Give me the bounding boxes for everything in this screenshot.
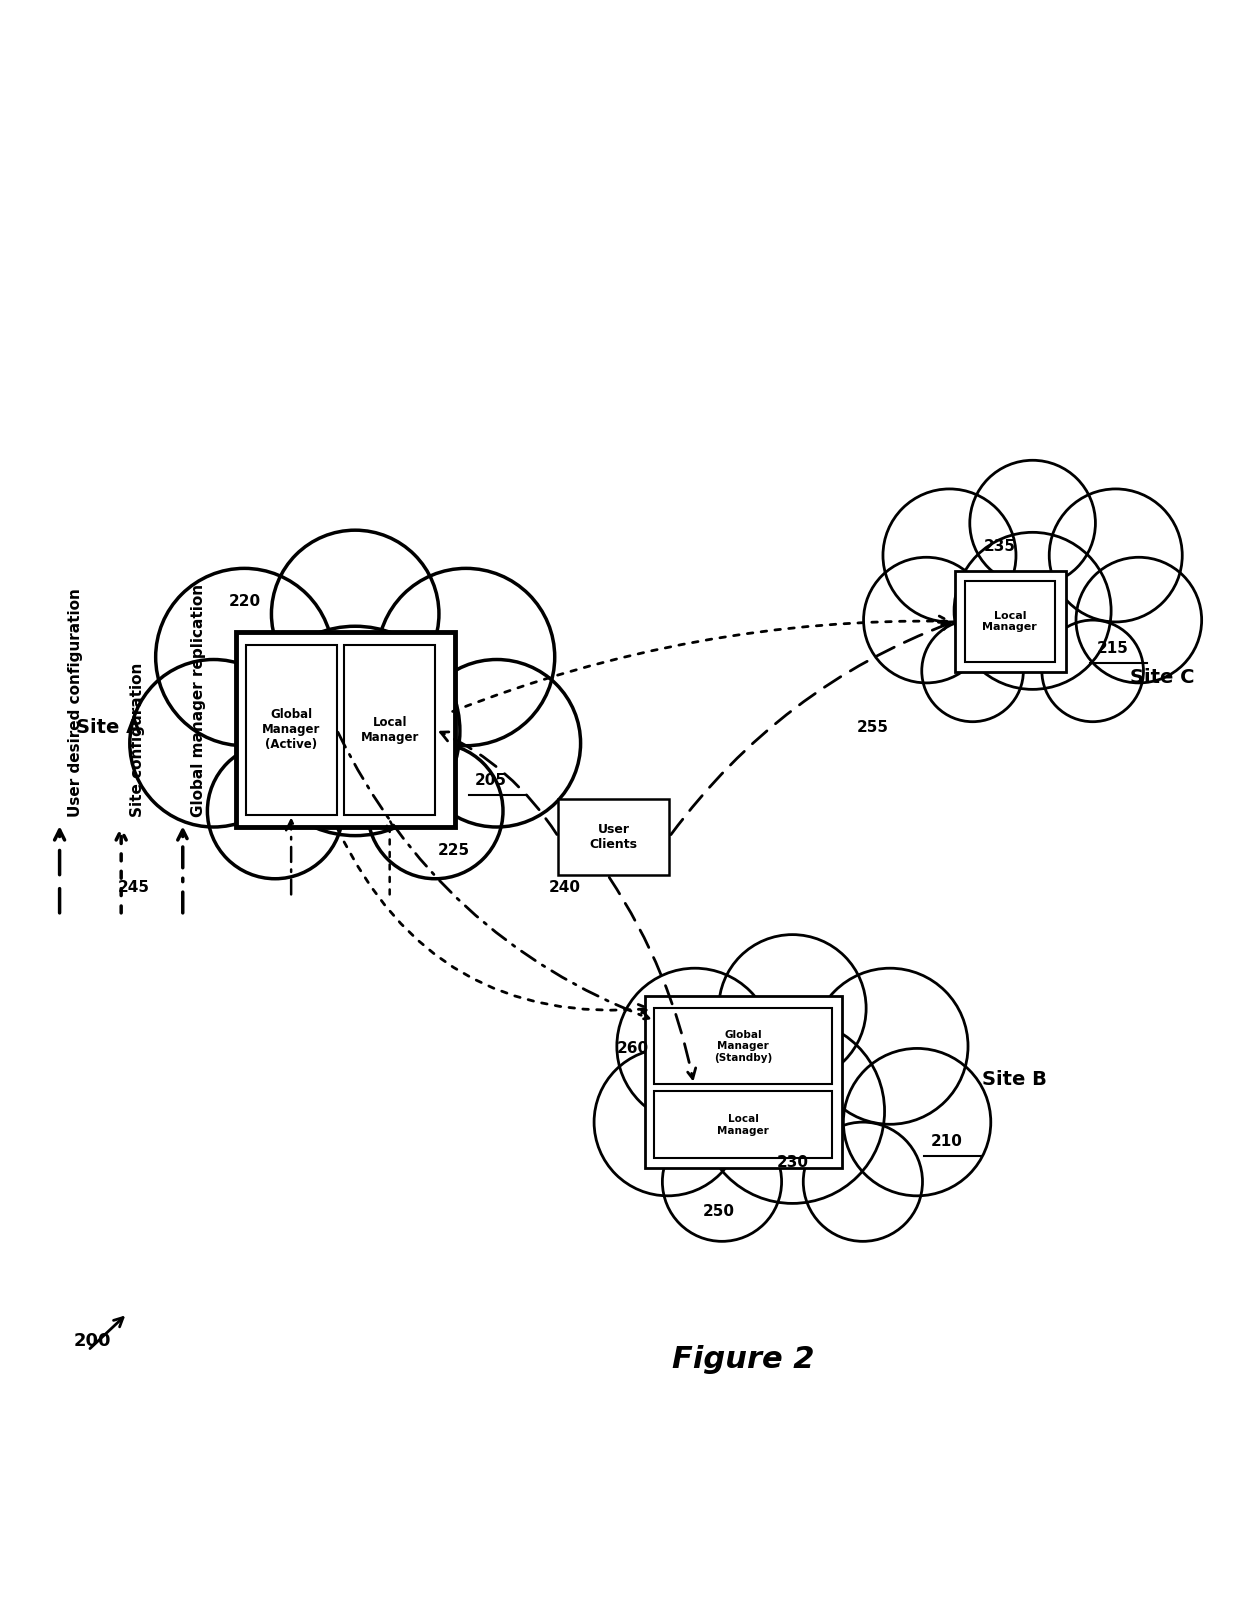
- Text: 230: 230: [776, 1155, 808, 1169]
- Circle shape: [250, 626, 460, 835]
- Text: 240: 240: [548, 879, 580, 895]
- Text: 205: 205: [475, 772, 507, 788]
- Circle shape: [662, 1122, 781, 1241]
- Circle shape: [883, 488, 1016, 621]
- Circle shape: [843, 1048, 991, 1195]
- Circle shape: [272, 530, 439, 697]
- Text: Global
Manager
(Standby): Global Manager (Standby): [714, 1030, 773, 1062]
- Circle shape: [616, 968, 773, 1124]
- Text: Site C: Site C: [1130, 668, 1194, 688]
- Text: 250: 250: [703, 1204, 734, 1218]
- Text: 220: 220: [228, 594, 260, 610]
- Text: 245: 245: [118, 879, 150, 895]
- Bar: [236, 633, 455, 827]
- Bar: [345, 644, 435, 814]
- Circle shape: [1076, 558, 1202, 683]
- Text: Site B: Site B: [982, 1071, 1047, 1088]
- Circle shape: [1042, 620, 1143, 722]
- Circle shape: [207, 743, 343, 879]
- Bar: [955, 571, 1066, 672]
- Circle shape: [719, 934, 866, 1082]
- Bar: [655, 1090, 832, 1158]
- Bar: [558, 798, 670, 874]
- Text: Figure 2: Figure 2: [672, 1345, 815, 1374]
- Circle shape: [413, 660, 580, 827]
- Bar: [655, 1007, 832, 1085]
- Circle shape: [377, 568, 554, 746]
- Text: Site A: Site A: [76, 719, 141, 736]
- Circle shape: [954, 532, 1111, 689]
- Text: Local
Manager: Local Manager: [717, 1114, 769, 1135]
- Circle shape: [970, 461, 1095, 586]
- Text: User
Clients: User Clients: [590, 822, 637, 852]
- Circle shape: [804, 1122, 923, 1241]
- Text: 200: 200: [74, 1332, 112, 1350]
- Text: Local
Manager: Local Manager: [982, 610, 1037, 633]
- Text: 260: 260: [616, 1041, 649, 1056]
- Bar: [965, 581, 1055, 662]
- Text: 235: 235: [983, 539, 1016, 553]
- Text: 210: 210: [930, 1134, 962, 1148]
- Circle shape: [1049, 488, 1182, 621]
- Text: 225: 225: [438, 843, 470, 858]
- Circle shape: [701, 1019, 884, 1204]
- Text: User desired configuration: User desired configuration: [68, 589, 83, 817]
- Circle shape: [594, 1048, 742, 1195]
- Circle shape: [863, 558, 990, 683]
- Text: Local
Manager: Local Manager: [361, 715, 419, 744]
- Circle shape: [367, 743, 503, 879]
- Circle shape: [130, 660, 298, 827]
- Circle shape: [921, 620, 1023, 722]
- Circle shape: [156, 568, 334, 746]
- Text: Global
Manager
(Active): Global Manager (Active): [262, 709, 320, 751]
- Bar: [246, 644, 337, 814]
- Bar: [645, 996, 842, 1168]
- Text: 255: 255: [857, 720, 889, 735]
- Circle shape: [812, 968, 968, 1124]
- Text: Global manager replication: Global manager replication: [191, 584, 206, 817]
- Text: 215: 215: [1096, 641, 1128, 655]
- Text: Site configuration: Site configuration: [130, 663, 145, 817]
